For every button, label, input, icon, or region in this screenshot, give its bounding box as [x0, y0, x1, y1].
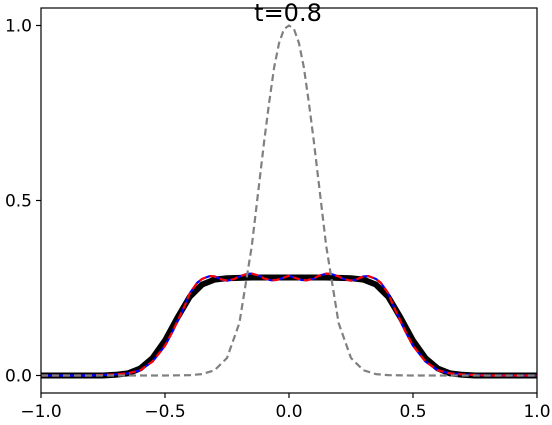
- y-tick-label: 1.0: [5, 17, 32, 37]
- y-axis: 0.0 0.5 1.0: [5, 17, 41, 387]
- x-tick-label: −1.0: [20, 402, 61, 422]
- x-tick-label: 0.0: [275, 402, 302, 422]
- x-tick-label: 0.5: [399, 402, 426, 422]
- series-line-3: [41, 272, 537, 377]
- chart-title: t=0.8: [254, 0, 322, 27]
- series-line-4: [41, 24, 537, 377]
- x-tick-label: −0.5: [144, 402, 185, 422]
- axes-frame: [40, 7, 538, 394]
- series-line-1: [41, 274, 537, 379]
- series-line-2: [41, 272, 537, 377]
- plot-area: [41, 24, 537, 379]
- y-tick-label: 0.5: [5, 192, 32, 212]
- y-tick-label: 0.0: [5, 367, 32, 387]
- x-tick-label: 1.0: [523, 402, 550, 422]
- x-axis: −1.0 −0.5 0.0 0.5 1.0: [20, 393, 551, 422]
